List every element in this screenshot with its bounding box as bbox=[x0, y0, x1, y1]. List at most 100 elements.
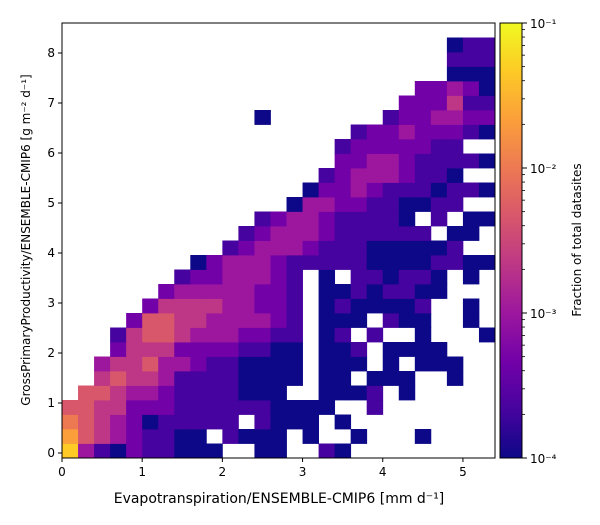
heatmap-cell bbox=[270, 342, 287, 357]
heatmap-cell bbox=[350, 255, 368, 270]
heatmap-cell bbox=[142, 298, 159, 314]
heatmap-cell bbox=[126, 429, 143, 444]
heatmap-cell bbox=[350, 356, 368, 372]
heatmap-cell bbox=[382, 182, 400, 198]
heatmap-cell bbox=[126, 371, 143, 386]
heatmap-cell bbox=[174, 414, 191, 430]
heatmap-cell bbox=[430, 168, 448, 183]
heatmap-cell bbox=[462, 298, 480, 314]
heatmap-cell bbox=[302, 255, 319, 270]
heatmap-cells bbox=[62, 37, 496, 459]
heatmap-cell bbox=[126, 327, 143, 343]
heatmap-cell bbox=[206, 327, 223, 343]
heatmap-cell bbox=[478, 37, 496, 53]
heatmap-cell bbox=[190, 284, 207, 299]
heatmap-cell bbox=[334, 284, 352, 299]
colorbar-tick-label: 10⁻⁴ bbox=[530, 452, 557, 466]
heatmap-cell bbox=[286, 327, 303, 343]
heatmap-cell bbox=[334, 414, 352, 430]
heatmap-cell bbox=[302, 226, 319, 241]
heatmap-cell bbox=[382, 197, 400, 212]
heatmap-cell bbox=[190, 371, 207, 386]
heatmap-cell bbox=[414, 327, 432, 343]
heatmap-cell bbox=[286, 298, 303, 314]
heatmap-cell bbox=[286, 342, 303, 357]
heatmap-cell bbox=[366, 371, 384, 386]
heatmap-cell bbox=[222, 414, 239, 430]
heatmap-cell bbox=[254, 385, 271, 401]
heatmap-cell bbox=[190, 385, 207, 401]
heatmap-cell bbox=[382, 168, 400, 183]
heatmap-cell bbox=[430, 153, 448, 169]
heatmap-cell bbox=[350, 298, 368, 314]
heatmap-cell bbox=[190, 414, 207, 430]
heatmap-cell bbox=[238, 284, 255, 299]
heatmap-cell bbox=[366, 327, 384, 343]
heatmap-cell bbox=[94, 371, 111, 386]
heatmap-cell bbox=[302, 211, 319, 227]
heatmap-cell bbox=[334, 226, 352, 241]
heatmap-cell bbox=[158, 429, 175, 444]
heatmap-cell bbox=[126, 342, 143, 357]
heatmap-cell bbox=[222, 269, 239, 285]
heatmap-cell bbox=[318, 356, 336, 372]
heatmap-cell bbox=[318, 298, 336, 314]
heatmap-cell bbox=[238, 240, 255, 256]
heatmap-cell bbox=[366, 168, 384, 183]
heatmap-cell bbox=[334, 342, 352, 357]
heatmap-cell bbox=[446, 197, 464, 212]
heatmap-cell bbox=[238, 298, 255, 314]
heatmap-cell bbox=[478, 182, 496, 198]
heatmap-cell bbox=[126, 443, 143, 459]
heatmap-cell bbox=[222, 298, 239, 314]
heatmap-cell bbox=[334, 197, 352, 212]
heatmap-cell bbox=[318, 168, 336, 183]
heatmap-cell bbox=[206, 414, 223, 430]
heatmap-cell bbox=[270, 255, 287, 270]
heatmap-cell bbox=[238, 371, 255, 386]
heatmap-cell bbox=[478, 255, 496, 270]
heatmap-cell bbox=[94, 443, 111, 459]
heatmap-cell bbox=[382, 139, 400, 154]
heatmap-cell bbox=[430, 197, 448, 212]
heatmap-cell bbox=[94, 385, 111, 401]
heatmap-cell bbox=[286, 356, 303, 372]
heatmap-cell bbox=[302, 197, 319, 212]
heatmap-cell bbox=[462, 182, 480, 198]
x-axis-ticks: 0 1 2 3 4 5 bbox=[58, 458, 467, 479]
heatmap-cell bbox=[334, 139, 352, 154]
heatmap-cell bbox=[414, 284, 432, 299]
heatmap-cell bbox=[430, 269, 448, 285]
heatmap-cell bbox=[254, 371, 271, 386]
heatmap-cell bbox=[254, 356, 271, 372]
heatmap-cell bbox=[430, 182, 448, 198]
heatmap-cell bbox=[478, 52, 496, 67]
heatmap-cell bbox=[414, 342, 432, 357]
heatmap-cell bbox=[462, 211, 480, 227]
heatmap-cell bbox=[382, 313, 400, 328]
heatmap-cell bbox=[78, 385, 95, 401]
heatmap-cell bbox=[430, 342, 448, 357]
heatmap-cell bbox=[318, 211, 336, 227]
heatmap-cell bbox=[190, 269, 207, 285]
heatmap-cell bbox=[190, 255, 207, 270]
heatmap-cell bbox=[222, 400, 239, 415]
heatmap-cell bbox=[174, 443, 191, 459]
heatmap-cell bbox=[414, 197, 432, 212]
heatmap-cell bbox=[158, 342, 175, 357]
heatmap-cell bbox=[94, 356, 111, 372]
heatmap-cell bbox=[110, 443, 127, 459]
heatmap-cell bbox=[270, 298, 287, 314]
heatmap-cell bbox=[334, 371, 352, 386]
heatmap-cell bbox=[94, 429, 111, 444]
heatmap-cell bbox=[446, 66, 464, 82]
heatmap-cell bbox=[206, 342, 223, 357]
heatmap-cell bbox=[382, 110, 400, 125]
heatmap-cell bbox=[238, 313, 255, 328]
heatmap-cell bbox=[126, 400, 143, 415]
heatmap-cell bbox=[398, 284, 416, 299]
heatmap-cell bbox=[254, 327, 271, 343]
colorbar-label: Fraction of total datasites bbox=[570, 163, 584, 316]
heatmap-cell bbox=[238, 342, 255, 357]
heatmap-cell bbox=[174, 429, 191, 444]
